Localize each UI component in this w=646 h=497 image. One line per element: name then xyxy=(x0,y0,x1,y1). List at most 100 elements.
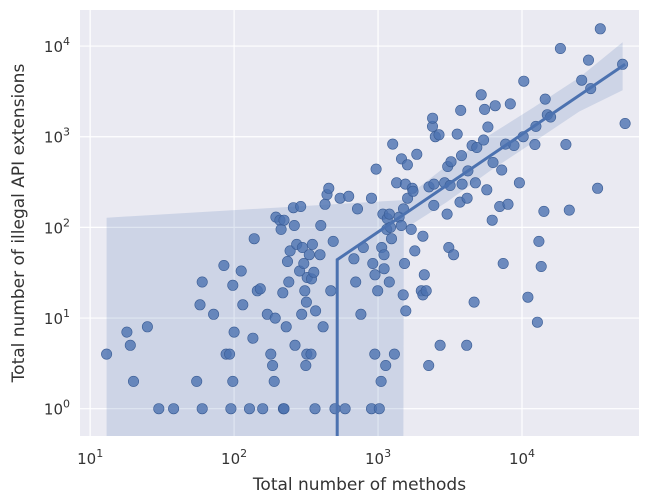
data-point xyxy=(314,249,326,261)
data-point xyxy=(461,192,473,204)
data-point xyxy=(496,164,508,176)
data-point xyxy=(504,98,516,110)
data-point xyxy=(387,138,399,150)
data-point xyxy=(455,104,467,116)
data-point xyxy=(407,185,419,197)
data-point xyxy=(248,233,260,245)
data-point xyxy=(267,359,279,371)
data-point xyxy=(124,339,136,351)
data-point xyxy=(319,198,331,210)
x-tick-label: 102 xyxy=(221,447,247,468)
data-point xyxy=(303,249,315,261)
data-point xyxy=(278,214,290,226)
data-point xyxy=(535,260,547,272)
data-point xyxy=(275,223,287,235)
data-point xyxy=(592,182,604,194)
data-point xyxy=(563,204,575,216)
data-point xyxy=(288,220,300,232)
data-point xyxy=(479,103,491,115)
data-point xyxy=(315,220,327,232)
data-point xyxy=(427,112,439,124)
data-point xyxy=(482,121,494,133)
data-point xyxy=(378,249,390,261)
data-point xyxy=(257,403,269,415)
data-point xyxy=(309,403,321,415)
data-point xyxy=(370,163,382,175)
data-point xyxy=(554,42,566,54)
y-tick-labels: 100 101 102 103 104 xyxy=(44,35,70,419)
data-point xyxy=(121,326,133,338)
data-point xyxy=(456,178,468,190)
regression-line xyxy=(335,63,626,436)
data-point xyxy=(405,223,417,235)
data-point xyxy=(298,257,310,269)
data-point xyxy=(372,285,384,297)
data-point xyxy=(400,305,412,317)
data-point xyxy=(513,177,525,189)
data-point xyxy=(355,308,367,320)
data-point xyxy=(478,134,490,146)
y-tick-label: 103 xyxy=(44,126,70,147)
data-point xyxy=(235,265,247,277)
y-tick-label: 100 xyxy=(44,398,70,419)
data-point xyxy=(269,312,281,324)
data-point xyxy=(310,305,322,317)
data-point xyxy=(128,375,140,387)
data-point xyxy=(196,276,208,288)
data-point xyxy=(434,339,446,351)
data-point xyxy=(529,139,541,151)
data-point xyxy=(300,359,312,371)
data-point xyxy=(281,255,293,267)
data-point xyxy=(191,375,203,387)
data-point xyxy=(461,339,473,351)
data-point xyxy=(383,208,395,220)
data-point xyxy=(327,235,339,247)
data-point xyxy=(296,242,308,254)
data-point xyxy=(397,289,409,301)
data-point xyxy=(411,148,423,160)
x-tick-label: 103 xyxy=(365,447,391,468)
data-point xyxy=(348,253,360,265)
data-point xyxy=(576,74,588,86)
data-point xyxy=(395,220,407,232)
data-point xyxy=(168,403,180,415)
data-point xyxy=(398,257,410,269)
data-point xyxy=(365,192,377,204)
data-point xyxy=(343,190,355,202)
data-point xyxy=(401,159,413,171)
data-point xyxy=(351,203,363,215)
data-point xyxy=(433,129,445,141)
data-point xyxy=(451,128,463,140)
data-point xyxy=(300,296,312,308)
data-point xyxy=(468,296,480,308)
data-point xyxy=(308,266,320,278)
data-point xyxy=(194,299,206,311)
data-point xyxy=(277,287,289,299)
data-point xyxy=(369,348,381,360)
data-point xyxy=(280,321,292,333)
data-point xyxy=(383,276,395,288)
data-point xyxy=(373,403,385,415)
data-point xyxy=(289,339,301,351)
y-tick-label: 102 xyxy=(44,216,70,237)
data-point xyxy=(367,257,379,269)
data-point xyxy=(227,279,239,291)
data-point xyxy=(228,326,240,338)
data-point xyxy=(531,316,543,328)
data-point xyxy=(448,249,460,261)
data-point xyxy=(244,403,256,415)
data-point xyxy=(306,238,318,250)
data-point xyxy=(268,375,280,387)
data-point xyxy=(594,23,606,35)
x-tick-label: 104 xyxy=(509,447,535,468)
data-point xyxy=(218,259,230,271)
data-point xyxy=(475,89,487,101)
data-point xyxy=(101,348,113,360)
data-point xyxy=(619,118,631,130)
data-point xyxy=(227,375,239,387)
data-point xyxy=(295,201,307,213)
y-tick-label: 104 xyxy=(44,35,70,56)
data-point xyxy=(418,269,430,281)
data-point xyxy=(196,403,208,415)
